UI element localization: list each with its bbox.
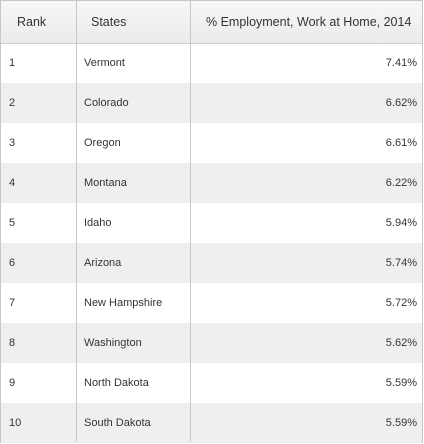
state-cell: Montana bbox=[84, 177, 127, 189]
state-cell: Arizona bbox=[84, 257, 122, 269]
table-row: 3 Oregon 6.61% bbox=[1, 123, 422, 163]
state-cell: Idaho bbox=[84, 217, 112, 229]
table-row: 9 North Dakota 5.59% bbox=[1, 363, 422, 403]
table-row: 4 Montana 6.22% bbox=[1, 163, 422, 203]
state-cell: Washington bbox=[84, 337, 142, 349]
state-cell: Oregon bbox=[84, 137, 121, 149]
state-cell: South Dakota bbox=[84, 417, 151, 429]
table-row: 6 Arizona 5.74% bbox=[1, 243, 422, 283]
rank-cell: 9 bbox=[9, 377, 16, 389]
state-cell: Colorado bbox=[84, 97, 129, 109]
column-divider bbox=[190, 1, 191, 442]
value-cell: 5.94% bbox=[385, 217, 417, 229]
rank-cell: 4 bbox=[9, 177, 16, 189]
value-cell: 6.61% bbox=[385, 137, 417, 149]
table-row: 5 Idaho 5.94% bbox=[1, 203, 422, 243]
column-header-work-at-home[interactable]: % Employment, Work at Home, 2014 bbox=[206, 15, 412, 29]
rank-cell: 7 bbox=[9, 297, 16, 309]
table-row: 7 New Hampshire 5.72% bbox=[1, 283, 422, 323]
value-cell: 5.72% bbox=[385, 297, 417, 309]
rank-cell: 3 bbox=[9, 137, 16, 149]
value-cell: 6.22% bbox=[385, 177, 417, 189]
state-cell: North Dakota bbox=[84, 377, 149, 389]
rank-cell: 8 bbox=[9, 337, 16, 349]
column-divider bbox=[76, 1, 77, 442]
column-header-states[interactable]: States bbox=[91, 15, 127, 29]
rank-cell: 2 bbox=[9, 97, 16, 109]
value-cell: 7.41% bbox=[385, 57, 417, 69]
rank-cell: 5 bbox=[9, 217, 16, 229]
table-row: 1 Vermont 7.41% bbox=[1, 43, 422, 83]
value-cell: 5.62% bbox=[385, 337, 417, 349]
value-cell: 5.59% bbox=[385, 417, 417, 429]
column-header-rank[interactable]: Rank bbox=[17, 15, 47, 29]
value-cell: 5.59% bbox=[385, 377, 417, 389]
rank-cell: 1 bbox=[9, 57, 16, 69]
state-cell: New Hampshire bbox=[84, 297, 163, 309]
value-cell: 5.74% bbox=[385, 257, 417, 269]
table-row: 10 South Dakota 5.59% bbox=[1, 403, 422, 443]
state-cell: Vermont bbox=[84, 57, 125, 69]
value-cell: 6.62% bbox=[385, 97, 417, 109]
table-row: 8 Washington 5.62% bbox=[1, 323, 422, 363]
table-row: 2 Colorado 6.62% bbox=[1, 83, 422, 123]
rank-cell: 6 bbox=[9, 257, 16, 269]
table-header-row: Rank States % Employment, Work at Home, … bbox=[1, 1, 422, 44]
rank-cell: 10 bbox=[9, 417, 22, 429]
